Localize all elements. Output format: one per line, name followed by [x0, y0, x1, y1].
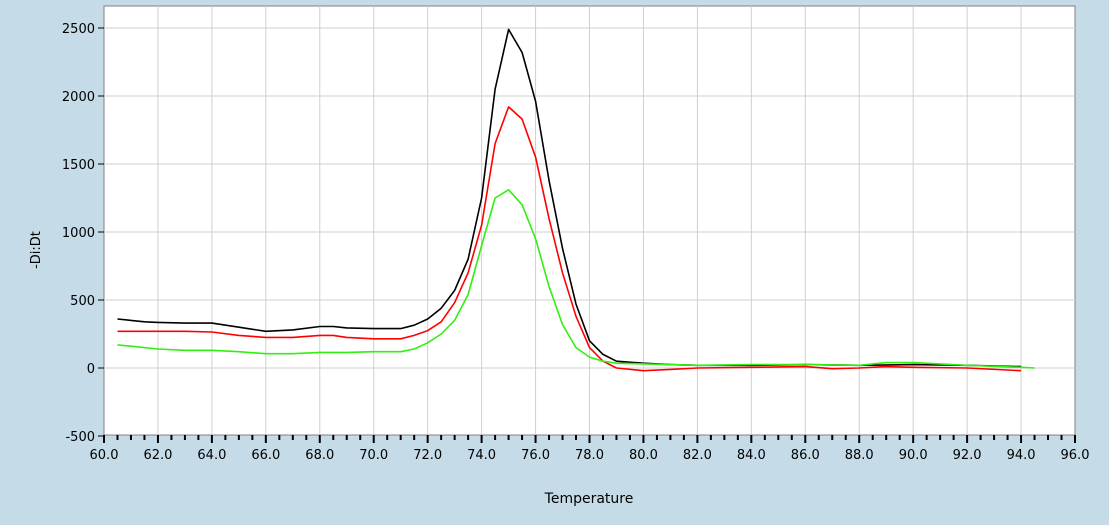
x-tick-label: 66.0 [251, 448, 280, 463]
y-tick-label: 2000 [62, 90, 95, 105]
x-tick-label: 84.0 [737, 448, 766, 463]
x-tick-label: 92.0 [953, 448, 982, 463]
series-line-3 [117, 189, 1035, 369]
x-tick-label: 62.0 [143, 448, 172, 463]
y-axis-label: -Di:Dt [29, 231, 44, 269]
x-tick-label: 78.0 [575, 448, 604, 463]
x-tick-label: 94.0 [1007, 448, 1036, 463]
x-tick-label: 76.0 [521, 448, 550, 463]
x-tick-label: 80.0 [629, 448, 658, 463]
y-tick-label: 0 [87, 362, 95, 377]
series-line-2 [117, 106, 1022, 372]
x-tick-label: 82.0 [683, 448, 712, 463]
x-tick-label: 72.0 [413, 448, 442, 463]
x-axis-label: Temperature [544, 491, 634, 507]
x-tick-label: 96.0 [1061, 448, 1090, 463]
y-tick-label: 2500 [62, 22, 95, 37]
y-tick-label: 500 [70, 294, 95, 309]
x-tick-label: 68.0 [305, 448, 334, 463]
series-lines [117, 28, 1035, 372]
x-tick-label: 88.0 [845, 448, 874, 463]
grid-lines [104, 6, 1075, 435]
x-tick-label: 86.0 [791, 448, 820, 463]
y-tick-label: 1500 [62, 158, 95, 173]
y-tick-label: -500 [65, 430, 95, 445]
y-tick-label: 1000 [62, 226, 95, 241]
x-tick-label: 64.0 [197, 448, 226, 463]
x-tick-label: 90.0 [899, 448, 928, 463]
x-tick-label: 70.0 [359, 448, 388, 463]
axes: 60.0 62.0 64.0 66.0 68.0 70.0 72.0 74.0 76.0 78.0… [62, 22, 1090, 463]
x-tick-label: 60.0 [90, 448, 119, 463]
x-tick-label: 74.0 [467, 448, 496, 463]
